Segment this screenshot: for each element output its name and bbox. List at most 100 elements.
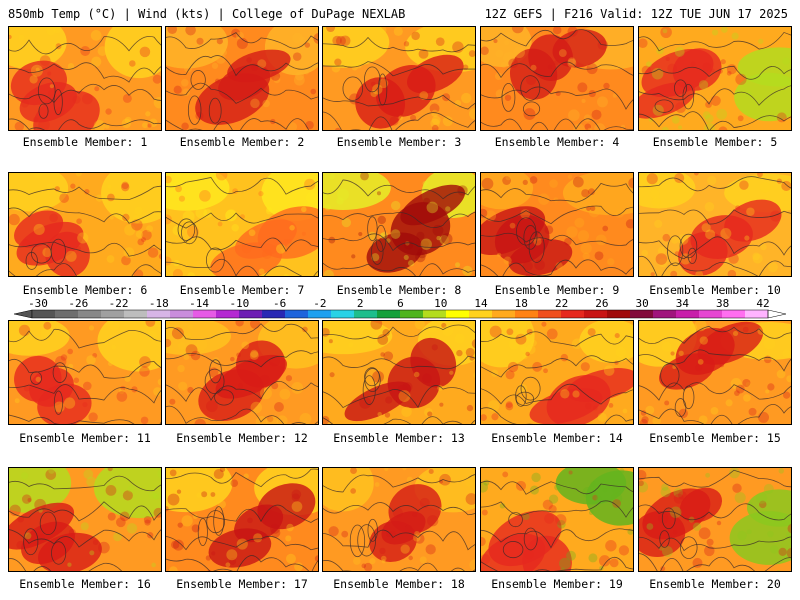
color-scale-segment xyxy=(699,310,723,318)
scale-tick-label: 14 xyxy=(474,297,488,310)
color-scale-segment xyxy=(745,310,769,318)
ensemble-member-map xyxy=(480,467,634,572)
ensemble-member-map xyxy=(638,26,792,131)
ensemble-member-map xyxy=(322,320,476,425)
scale-tick-label: -18 xyxy=(148,297,169,310)
map-title: 850mb Temp (°C) | Wind (kts) | College o… xyxy=(8,7,406,21)
color-scale-segment xyxy=(676,310,700,318)
color-scale-segment xyxy=(55,310,79,318)
temperature-field xyxy=(481,468,633,571)
color-scale-segment xyxy=(584,310,608,318)
scale-tick-label: 18 xyxy=(514,297,528,310)
ensemble-member-label: Ensemble Member: 5 xyxy=(652,135,778,149)
color-scale-segment xyxy=(170,310,194,318)
color-scale-bar xyxy=(14,309,786,319)
color-scale-segment xyxy=(147,310,171,318)
temperature-field xyxy=(639,173,791,276)
temperature-field xyxy=(9,173,161,276)
temperature-field xyxy=(323,27,475,130)
scale-tick-label: -26 xyxy=(68,297,89,310)
ensemble-member-label: Ensemble Member: 8 xyxy=(336,283,462,297)
color-scale-segment xyxy=(469,310,493,318)
ensemble-member-label: Ensemble Member: 15 xyxy=(649,431,781,445)
ensemble-member-map xyxy=(165,320,319,425)
scale-tick-label: 10 xyxy=(434,297,448,310)
color-scale-segment xyxy=(285,310,309,318)
temperature-field xyxy=(481,173,633,276)
color-scale-segment xyxy=(308,310,332,318)
color-scale-segment xyxy=(400,310,424,318)
ensemble-member-map xyxy=(638,320,792,425)
ensemble-member-label: Ensemble Member: 10 xyxy=(649,283,781,297)
ensemble-member-map xyxy=(8,320,162,425)
color-scale-segment xyxy=(722,310,746,318)
color-scale-segment xyxy=(446,310,470,318)
scale-tick-label: -30 xyxy=(28,297,48,310)
temperature-field xyxy=(639,468,791,571)
scale-tick-label: -22 xyxy=(108,297,129,310)
ensemble-member-map xyxy=(480,320,634,425)
ensemble-member-label: Ensemble Member: 16 xyxy=(19,577,151,591)
ensemble-member-label: Ensemble Member: 9 xyxy=(494,283,620,297)
scale-tick-label: 2 xyxy=(356,297,364,310)
color-scale-segment xyxy=(32,310,56,318)
color-scale-segment xyxy=(377,310,401,318)
color-scale-segment xyxy=(101,310,125,318)
scale-tick-label: 38 xyxy=(716,297,730,310)
temperature-field xyxy=(9,321,161,424)
temperature-field xyxy=(166,173,318,276)
temperature-field xyxy=(166,321,318,424)
ensemble-member-map xyxy=(165,26,319,131)
color-scale-segment xyxy=(423,310,447,318)
scale-tick-label: 34 xyxy=(675,297,690,310)
color-scale-segment xyxy=(607,310,631,318)
color-scale-segment xyxy=(193,310,217,318)
ensemble-member-label: Ensemble Member: 19 xyxy=(491,577,623,591)
temperature-field xyxy=(166,468,318,571)
scale-tick-label: -14 xyxy=(189,297,210,310)
scale-tick-label: 30 xyxy=(635,297,649,310)
temperature-field xyxy=(481,27,633,130)
color-scale-segment xyxy=(538,310,562,318)
temperature-color-scale: -30 -26 -22 -18 -14 -10 -6 -2 2 6 10 14 18 22 26 30 34 38… xyxy=(14,297,786,325)
scale-tick-label: 22 xyxy=(554,297,569,310)
temperature-field xyxy=(639,321,791,424)
ensemble-member-label: Ensemble Member: 4 xyxy=(494,135,620,149)
ensemble-member-map xyxy=(8,26,162,131)
temperature-field xyxy=(323,321,475,424)
temperature-field xyxy=(166,27,318,130)
ensemble-member-label: Ensemble Member: 13 xyxy=(333,431,465,445)
ensemble-member-label: Ensemble Member: 20 xyxy=(649,577,781,591)
ensemble-member-map xyxy=(638,467,792,572)
ensemble-member-map xyxy=(8,467,162,572)
color-scale-segment xyxy=(492,310,516,318)
color-scale-segment xyxy=(354,310,378,318)
scale-tick-label: 6 xyxy=(397,297,404,310)
ensemble-member-map xyxy=(8,172,162,277)
temperature-field xyxy=(323,173,475,276)
ensemble-member-map xyxy=(638,172,792,277)
color-scale-segment xyxy=(561,310,585,318)
ensemble-member-map xyxy=(165,467,319,572)
scale-tick-label: -10 xyxy=(229,297,250,310)
ensemble-member-map xyxy=(165,172,319,277)
temperature-field xyxy=(9,27,161,130)
color-scale-segment xyxy=(262,310,286,318)
scale-tick-label: 26 xyxy=(595,297,609,310)
ensemble-member-map xyxy=(480,172,634,277)
ensemble-member-label: Ensemble Member: 12 xyxy=(176,431,308,445)
ensemble-member-map xyxy=(480,26,634,131)
scale-max-arrow xyxy=(767,309,786,319)
ensemble-member-map xyxy=(322,467,476,572)
color-scale-segment xyxy=(331,310,355,318)
ensemble-member-label: Ensemble Member: 7 xyxy=(179,283,305,297)
temperature-field xyxy=(481,321,633,424)
ensemble-member-label: Ensemble Member: 2 xyxy=(179,135,305,149)
ensemble-member-map xyxy=(322,172,476,277)
scale-tick-label: 42 xyxy=(756,297,770,310)
scale-min-arrow xyxy=(14,309,33,319)
scale-tick-label: -2 xyxy=(313,297,327,310)
ensemble-member-label: Ensemble Member: 17 xyxy=(176,577,308,591)
color-scale-segment xyxy=(239,310,263,318)
color-scale-segment xyxy=(515,310,539,318)
